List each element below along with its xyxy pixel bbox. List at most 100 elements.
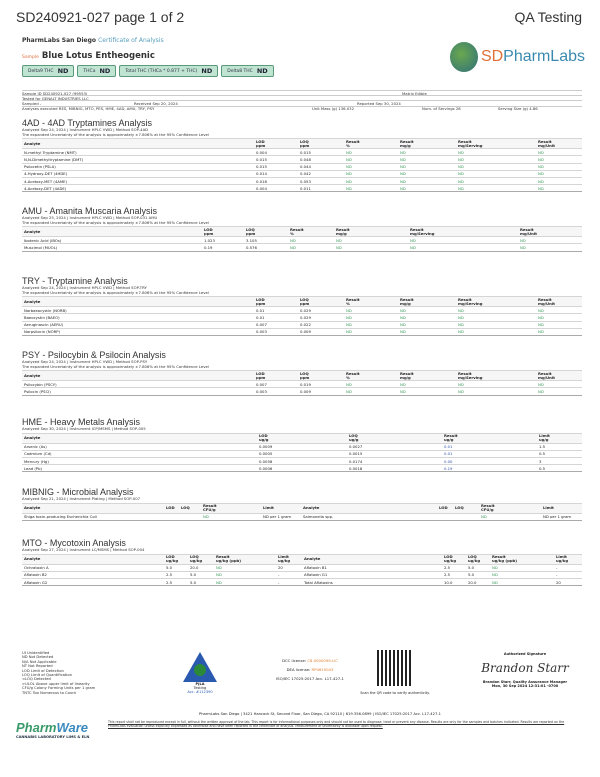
column-header: LOD ppm — [256, 139, 266, 148]
column-header: Result CFU/g — [481, 504, 495, 513]
table-cell: 0.01 — [256, 307, 265, 313]
table-cell: Ibotenic Acid (IBOs) — [24, 237, 62, 243]
table-cell: Aflatoxin G2 — [24, 579, 48, 585]
table-cell: ND — [336, 244, 342, 250]
column-header: Limit — [543, 506, 554, 511]
serving-size: Serving Size (g) 4.86 — [498, 106, 538, 112]
table-cell: ND — [492, 579, 498, 585]
table-cell: Aflatoxin G1 — [304, 572, 328, 578]
table-cell: ND per 1 gram — [543, 514, 572, 520]
table-row: Psilocybin (PSCY) 0.007 0.019 ND ND ND ND — [22, 380, 582, 387]
column-header: Analyte — [304, 557, 321, 562]
table-row: Shiga toxin-producing Escherichia Coli ND… — [22, 512, 582, 520]
table-row: N-methyl Tryptamine (NMT) 0.004 0.015 ND ND N… — [22, 148, 582, 155]
table-cell: ND — [216, 572, 222, 578]
table-cell: ND — [458, 171, 464, 177]
section-4ad: 4AD - 4AD Tryptamines Analysis Analyzed … — [22, 118, 582, 193]
num-servings: Num. of Servings 28 — [422, 106, 461, 112]
table-cell: 0.0018 — [349, 465, 363, 471]
legend-item: LOQ Limit of Quantification — [22, 673, 72, 678]
section-title: TRY - Tryptamine Analysis — [22, 276, 128, 286]
table-cell: ND — [346, 381, 352, 387]
column-header: LOQ ppm — [300, 371, 310, 380]
column-header: Result % — [290, 227, 304, 236]
table-cell: ND — [538, 322, 544, 328]
column-header: Result mg/g — [400, 297, 414, 306]
table-cell: - — [278, 579, 280, 585]
iso-accreditation: ISO/IEC 17025:2017 Acc. L17-427-1 — [276, 676, 344, 681]
table-cell: ND — [400, 156, 406, 162]
badge-label: Delta9 THC — [28, 68, 54, 74]
section-meta: Analyzed Sep 30, 2024 | Instrument ICP/M… — [22, 426, 146, 431]
table-cell: ND — [458, 149, 464, 155]
table-cell: 20 — [278, 565, 283, 571]
section-title: MIBNIG - Microbial Analysis — [22, 487, 134, 497]
column-header: LOD ppm — [256, 297, 266, 306]
table-cell: ND — [458, 329, 464, 335]
table-cell: Aflatoxin B1 — [304, 565, 327, 571]
column-header: Analyte — [24, 141, 41, 146]
table-row: 4-Acetoxy-MET (4AME) 0.018 0.053 ND ND ND ND — [22, 176, 582, 184]
badge-label: Delta8 THC — [227, 68, 253, 74]
table-cell: ND — [538, 388, 544, 394]
table-cell: ND — [458, 185, 464, 191]
sample-name-text: Blue Lotus Entheogenic — [41, 51, 155, 61]
pharmware-logo: PharmWare CANNABIS LABORATORY LIMS & ELN — [16, 720, 96, 739]
table-cell: 0.044 — [300, 164, 311, 170]
legend-item: N/A Not Applicable — [22, 659, 57, 664]
legend-item: UI Unidentified — [22, 651, 50, 655]
table-cell: Cadmium (Cd) — [24, 451, 52, 457]
sampled: Sampled - — [22, 100, 42, 106]
table-row: Muscimol (MUOL) 0.19 0.576 ND ND ND ND — [22, 243, 582, 250]
table-cell: 2.5 — [444, 572, 451, 578]
table-cell: 0.00 — [444, 458, 453, 464]
table-row: Aflatoxin B2 2.5 5.0 ND - Aflatoxin G1 2.5 5.0 N… — [22, 570, 582, 578]
table-cell: ND — [538, 185, 544, 191]
table-cell: Baeocystin (BAEO) — [24, 314, 60, 320]
dea-label: DEA license: — [286, 667, 311, 672]
column-header: LOD ppm — [256, 371, 266, 380]
column-header: LOQ ppm — [246, 227, 256, 236]
table-cell: 10.0 — [444, 579, 453, 585]
table-cell: ND — [458, 381, 464, 387]
section-mto: MTO - Mycotoxin Analysis Analyzed Sep 27… — [22, 538, 582, 587]
table-try: Analyte LOD ppm LOQ ppm Result % Result mg/g… — [22, 296, 582, 336]
section-title: HME - Heavy Metals Analysis — [22, 417, 141, 427]
column-header: Analyte — [24, 557, 41, 562]
legend-item: CFU/g Colony Forming Units per 1 gram — [22, 686, 96, 691]
table-row: Aeruginascin (AERU) 0.007 0.022 ND ND ND ND — [22, 320, 582, 328]
table-row: Psilocin (PSCI) 0.003 0.009 ND ND ND ND — [22, 387, 582, 394]
table-cell: ND — [538, 314, 544, 320]
badge-value: ND — [57, 67, 69, 75]
column-header: Result mg/Serving — [458, 371, 483, 380]
column-header: LOQ ug/g — [349, 434, 359, 443]
column-header: LOD — [439, 506, 448, 511]
table-cell: ND — [290, 237, 296, 243]
table-psy: Analyte LOD ppm LOQ ppm Result % Result mg/g… — [22, 370, 582, 396]
signer-name: Brandon Starr, Quality Assurance Manager — [482, 680, 568, 684]
column-header: Limit — [263, 506, 274, 511]
column-header: LOQ ug/kg — [190, 555, 203, 564]
sample-id: Sample ID SD240921-027 (99553) — [22, 90, 88, 96]
disclaimer: This report shall not be reproduced exce… — [108, 720, 565, 728]
column-header: Result ug/g — [444, 434, 458, 443]
signature: Brandon Starr — [481, 661, 569, 675]
table-amu: Analyte LOD ppm LOQ ppm Result % Result mg/g… — [22, 226, 582, 252]
table-header: Analyte LOD ppm LOQ ppm Result % Result mg/g… — [22, 370, 582, 381]
table-cell: Mercury (Hg) — [24, 458, 49, 464]
pjla-sub: Testing — [193, 686, 207, 690]
table-cell: ND — [458, 178, 464, 184]
qr-code-icon[interactable] — [377, 650, 413, 686]
logo-emblem-icon — [450, 42, 478, 72]
table-cell: ND — [538, 329, 544, 335]
column-header: LOQ ppm — [300, 297, 310, 306]
table-header: Analyte LOD ppm LOQ ppm Result % Result mg/g… — [22, 226, 582, 237]
table-cell: Psilocybin (PSCY) — [24, 381, 57, 387]
table-cell: 5.0 — [468, 565, 475, 571]
table-cell: ND — [538, 156, 544, 162]
table-cell: ND — [346, 307, 352, 313]
table-cell: ND — [400, 149, 406, 155]
section-meta: Analyzed Sep 24, 2024 | Instrument HPLC … — [22, 127, 149, 132]
table-cell: 0.003 — [256, 388, 267, 394]
table-cell: Ochratoxin A — [24, 565, 49, 571]
